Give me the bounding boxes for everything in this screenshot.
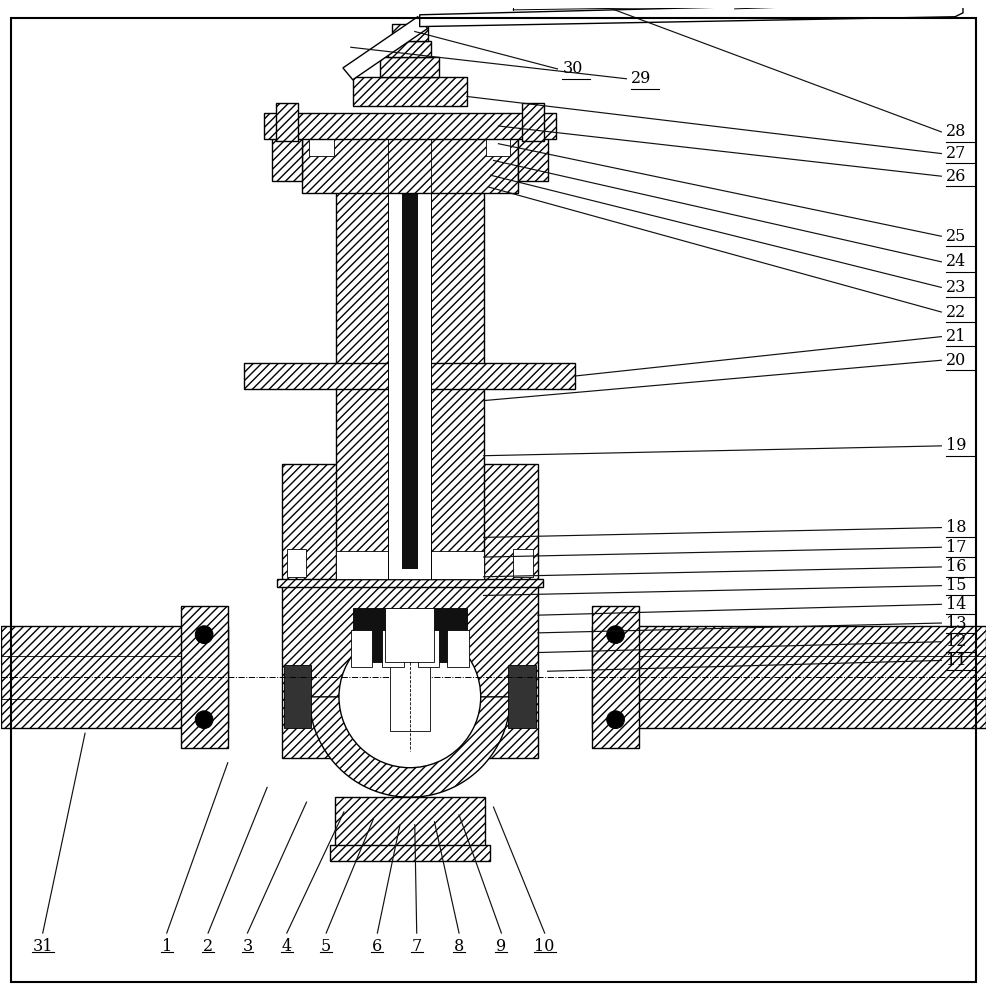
Text: 3: 3 [243, 938, 252, 955]
Bar [513, 549, 532, 577]
Bar [245, 363, 575, 389]
Text: 26: 26 [946, 168, 965, 185]
Polygon shape [419, 1, 962, 27]
Text: 6: 6 [372, 938, 383, 955]
Circle shape [606, 711, 624, 729]
Bar [287, 549, 307, 577]
Polygon shape [310, 697, 510, 797]
Text: 12: 12 [946, 633, 965, 650]
Circle shape [195, 711, 213, 729]
Circle shape [606, 626, 624, 643]
Text: 27: 27 [946, 145, 965, 162]
Text: 1: 1 [162, 938, 172, 955]
Circle shape [338, 626, 480, 768]
Bar [352, 608, 405, 662]
Text: 11: 11 [946, 652, 965, 669]
Bar [382, 630, 403, 667]
Text: 8: 8 [454, 938, 463, 955]
Text: 13: 13 [946, 615, 965, 632]
Bar [335, 136, 483, 579]
Text: 30: 30 [562, 60, 582, 77]
Bar [284, 665, 312, 728]
Bar [335, 551, 483, 579]
Bar [413, 608, 466, 662]
Text: 4: 4 [281, 938, 292, 955]
Text: 20: 20 [946, 352, 965, 369]
Bar [391, 24, 427, 41]
Text: 18: 18 [946, 519, 965, 536]
Bar [350, 630, 372, 667]
Bar [401, 146, 417, 569]
Text: 17: 17 [946, 539, 965, 556]
Bar [380, 57, 439, 77]
Bar [387, 136, 431, 579]
Bar [1, 626, 228, 728]
Bar [276, 103, 298, 141]
Text: 9: 9 [496, 938, 506, 955]
Text: 23: 23 [946, 279, 965, 296]
Polygon shape [342, 17, 427, 80]
Text: 31: 31 [33, 938, 53, 955]
Bar [329, 845, 490, 861]
Text: 24: 24 [946, 253, 965, 270]
Text: 5: 5 [320, 938, 331, 955]
Text: 22: 22 [946, 304, 965, 321]
Bar [518, 134, 547, 181]
Bar [387, 41, 431, 57]
Text: 15: 15 [946, 577, 965, 594]
Bar [310, 126, 333, 156]
Bar [592, 606, 639, 748]
Bar [282, 464, 537, 758]
Bar [385, 608, 434, 662]
Text: 14: 14 [946, 596, 965, 613]
Bar [264, 113, 555, 139]
Bar [508, 665, 535, 728]
Text: 19: 19 [946, 437, 965, 454]
Text: 2: 2 [203, 938, 213, 955]
Bar [389, 638, 429, 731]
Text: 21: 21 [946, 328, 965, 345]
Bar [334, 797, 485, 846]
Text: 7: 7 [411, 938, 421, 955]
Bar [592, 626, 985, 728]
Bar [417, 630, 439, 667]
Bar [277, 579, 542, 587]
Bar [447, 630, 468, 667]
Circle shape [195, 626, 213, 643]
Bar [352, 77, 466, 106]
Bar [272, 134, 302, 181]
Text: 25: 25 [946, 228, 965, 245]
Text: 16: 16 [946, 558, 965, 575]
Text: 28: 28 [946, 123, 965, 140]
Bar [302, 136, 518, 193]
Text: 10: 10 [534, 938, 554, 955]
Bar [522, 103, 543, 141]
Text: 29: 29 [631, 70, 651, 87]
Bar [485, 126, 510, 156]
Bar [180, 606, 228, 748]
